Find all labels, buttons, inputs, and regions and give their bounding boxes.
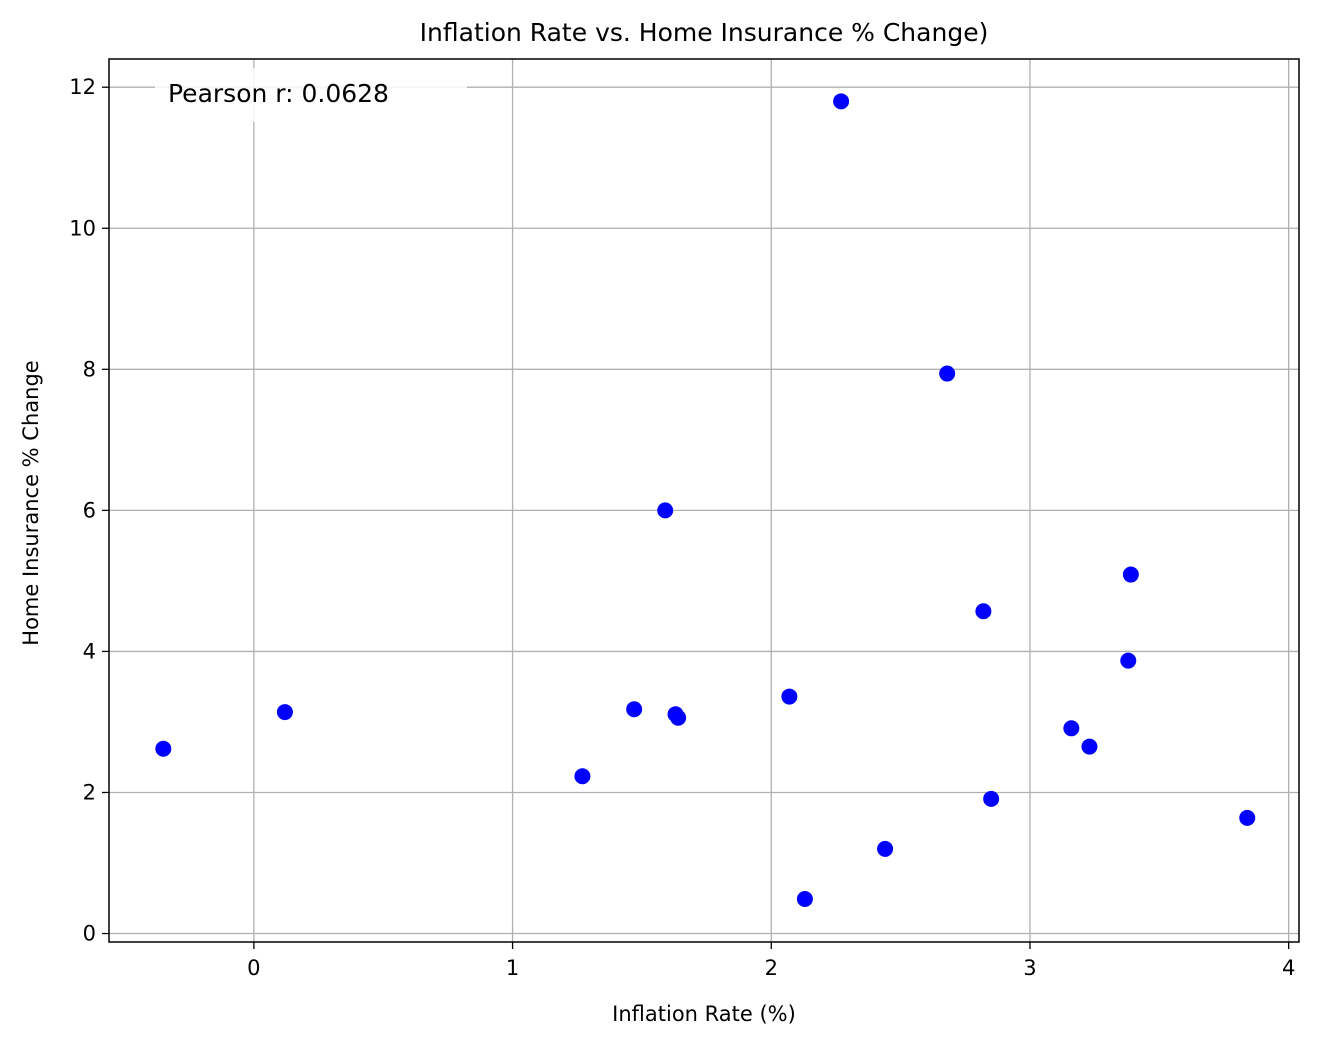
y-tick-label: 10	[69, 216, 96, 240]
data-point	[877, 840, 894, 857]
y-tick-label: 2	[83, 780, 96, 804]
data-point	[155, 740, 172, 757]
data-point	[626, 701, 643, 718]
data-point	[983, 790, 1000, 807]
x-tick-label: 2	[765, 956, 778, 980]
data-point	[1120, 652, 1137, 669]
data-point	[670, 709, 687, 726]
x-tick-label: 3	[1023, 956, 1036, 980]
data-point	[833, 93, 850, 110]
annotation-box: Pearson r: 0.0628	[155, 68, 467, 122]
y-axis-label: Home Insurance % Change	[19, 360, 43, 645]
plot-frame	[108, 58, 1300, 943]
y-tick-label: 8	[83, 357, 96, 381]
y-tick-label: 6	[83, 498, 96, 522]
pearson-annotation: Pearson r: 0.0628	[168, 79, 389, 108]
x-tick-label: 0	[247, 956, 260, 980]
data-point	[939, 365, 956, 382]
data-points	[155, 93, 1256, 907]
x-tick-label: 1	[506, 956, 519, 980]
data-point	[574, 768, 591, 785]
data-point	[781, 688, 798, 705]
data-point	[1063, 720, 1080, 737]
data-point	[276, 704, 293, 721]
y-tick-label: 12	[69, 75, 96, 99]
y-tick-label: 0	[83, 922, 96, 946]
data-point	[1122, 566, 1139, 583]
x-tick-label: 4	[1282, 956, 1295, 980]
data-point	[1081, 738, 1098, 755]
y-tick-label: 4	[83, 639, 96, 663]
data-point	[657, 502, 674, 519]
data-point	[975, 603, 992, 620]
annotation-background	[155, 68, 467, 122]
chart-title: Inflation Rate vs. Home Insurance % Chan…	[420, 18, 989, 47]
data-point	[1239, 809, 1256, 826]
data-point	[796, 890, 813, 907]
x-axis-label: Inflation Rate (%)	[612, 1002, 796, 1026]
